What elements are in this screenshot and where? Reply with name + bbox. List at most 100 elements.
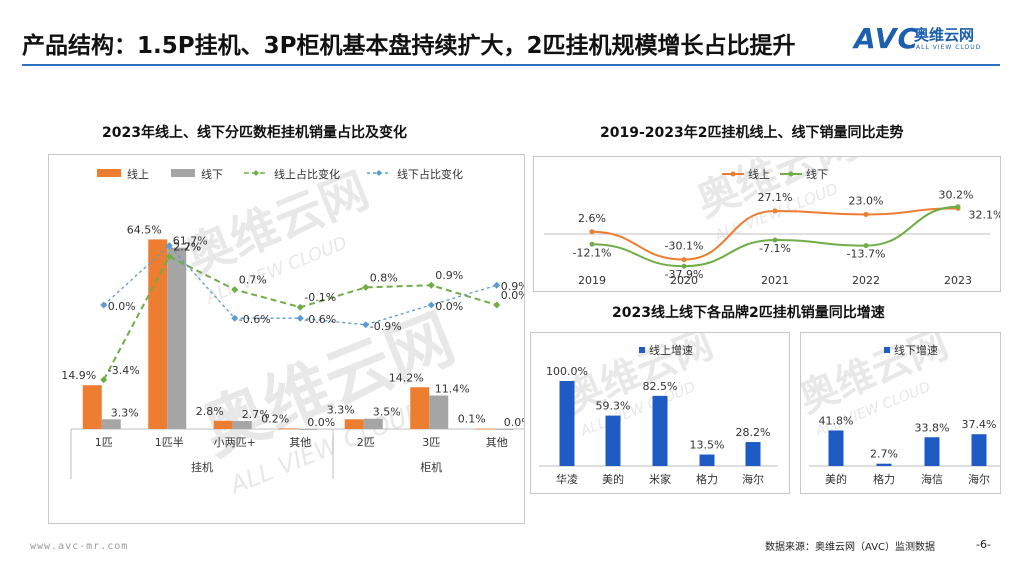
legend-marker-1	[788, 171, 794, 177]
legend-marker-3	[376, 170, 382, 176]
line-label-1-2: -7.1%	[759, 242, 791, 255]
line-point-1-0	[589, 241, 595, 247]
line-label-1-3: -13.7%	[847, 248, 886, 261]
bar-0-0	[82, 385, 102, 429]
bar-label-0: 100.0%	[546, 365, 588, 378]
bar-4	[745, 442, 761, 466]
bar-label-3: 37.4%	[962, 418, 997, 431]
x-tick-4: 海尔	[742, 472, 764, 486]
x-tick-2: 小两匹+	[214, 436, 256, 449]
bar-label-1-4: 3.5%	[373, 406, 401, 419]
chart1-title: 2023年线上、线下分匹数柜挂机销量占比及变化	[102, 125, 407, 141]
page-number: -6-	[976, 538, 991, 551]
bar-label-0-2: 2.8%	[196, 405, 224, 418]
x-tick-0: 美的	[825, 472, 847, 486]
x-tick-3: 海尔	[968, 472, 990, 486]
chart2-panel: 奥维云网 ALL VIEW CLOUD 2019 2020 2021 2022 2023 线上…	[533, 118, 1003, 292]
legend-label-1: 线下	[806, 167, 828, 181]
bar-label-1: 2.7%	[870, 448, 898, 461]
bar-0-3	[279, 428, 299, 430]
line-label-1-5: 0.0%	[435, 300, 463, 313]
line-point-1-3	[863, 243, 869, 249]
bar-label-1: 59.3%	[596, 400, 631, 413]
x-tick-1: 2020	[670, 274, 698, 287]
line-label-0-0: 2.6%	[578, 212, 606, 225]
line-label-0-5: 0.9%	[435, 269, 463, 282]
legend-label: 线下增速	[894, 343, 938, 357]
legend-label: 线上增速	[649, 343, 693, 357]
legend-label-0: 线上	[127, 167, 149, 181]
legend-swatch	[639, 347, 645, 353]
legend-swatch-1	[171, 169, 195, 177]
bar-1-4	[363, 418, 383, 429]
bar-1-1	[167, 247, 187, 429]
line-point-0-6	[493, 301, 501, 309]
line-point-0-4	[362, 283, 370, 291]
bar-label-1-1: 61.7%	[173, 235, 208, 248]
x-tick-3: 格力	[696, 472, 718, 486]
bar-3	[699, 454, 715, 466]
x-tick-3: 2022	[852, 274, 880, 287]
page-title: 产品结构：1.5P挂机、3P柜机基本盘持续扩大，2匹挂机规模增长占比提升	[22, 33, 796, 59]
line-label-0-1: -30.1%	[665, 240, 704, 253]
line-point-1-6	[493, 281, 501, 289]
bar-label-4: 28.2%	[736, 426, 771, 439]
x-tick-0: 1匹	[95, 436, 113, 449]
logo-en: ALL VIEW CLOUD	[916, 44, 982, 51]
bar-label-0-4: 3.3%	[327, 403, 355, 416]
bar-2	[924, 437, 940, 466]
chart1-panel: 奥维云网 ALL VIEW CLOUD 奥维云网 ALL VIEW CLOUD 线上 线下…	[48, 154, 532, 524]
line-point-1-4	[362, 321, 370, 329]
x-tick-2: 2021	[761, 274, 789, 287]
line-point-1-5	[427, 301, 435, 309]
bar-3	[971, 434, 987, 466]
bar-label-0-0: 14.9%	[61, 369, 96, 382]
line-label-1-0: -12.1%	[573, 246, 612, 259]
x-tick-1: 美的	[602, 472, 624, 486]
bar-label-3: 13.5%	[690, 439, 725, 452]
bar-label-1-5: 11.4%	[435, 382, 470, 395]
bar-0-1	[148, 239, 168, 429]
line-label-1-1: 2.7%	[173, 241, 201, 254]
chart3-title: 2023线上线下各品牌2匹挂机销量同比增速	[612, 305, 885, 321]
x-tick-2: 海信	[921, 472, 943, 486]
line-label-1-4: 32.1%	[969, 209, 1000, 222]
title-divider	[22, 64, 1000, 66]
line-label-0-0: -3.4%	[108, 364, 140, 377]
x-tick-0: 华凌	[556, 472, 578, 486]
bar-1	[876, 463, 892, 466]
bar-label-2: 82.5%	[643, 380, 678, 393]
bar-0	[559, 381, 575, 466]
bar-label-1-3: 0.0%	[307, 416, 335, 429]
line-label-0-4: 0.8%	[370, 271, 398, 284]
legend-marker-0	[730, 171, 736, 177]
line-point-1-3	[296, 314, 304, 322]
line-point-0-3	[863, 211, 869, 217]
x-tick-6: 其他	[486, 436, 508, 449]
line-point-1-4	[955, 204, 961, 210]
line-point-1-2	[772, 237, 778, 243]
bar-1	[605, 415, 621, 466]
legend-swatch-0	[97, 169, 121, 177]
avc-logo: AVC 奥维云网 ALL VIEW CLOUD	[854, 22, 1014, 58]
chart2-title: 2019-2023年2匹挂机线上、线下销量同比走势	[600, 125, 904, 141]
line-point-0-1	[165, 253, 173, 261]
line-label-0-3: 23.0%	[849, 194, 884, 207]
footer-url[interactable]: www.avc-mr.com	[30, 541, 129, 552]
bar-label-0-5: 14.2%	[389, 371, 424, 384]
line-label-0-3: -0.1%	[304, 291, 336, 304]
line-point-0-2	[231, 286, 239, 294]
bar-1-0	[101, 419, 121, 429]
line-series-0	[591, 207, 959, 261]
x-tick-4: 2匹	[357, 436, 375, 449]
x-tick-1: 1匹半	[155, 435, 184, 449]
legend-label-2: 线上占比变化	[274, 167, 340, 181]
bar-label-1-6: 0.0%	[504, 416, 524, 429]
line-point-0-0	[589, 229, 595, 235]
x-tick-2: 米家	[649, 472, 671, 486]
chart3-panel: 奥维云网 ALL VIEW CLOUD 线上增速 100.0% 华凌 59.3% 美的 82.…	[530, 322, 790, 494]
logo-cn: 奥维云网	[914, 26, 975, 44]
